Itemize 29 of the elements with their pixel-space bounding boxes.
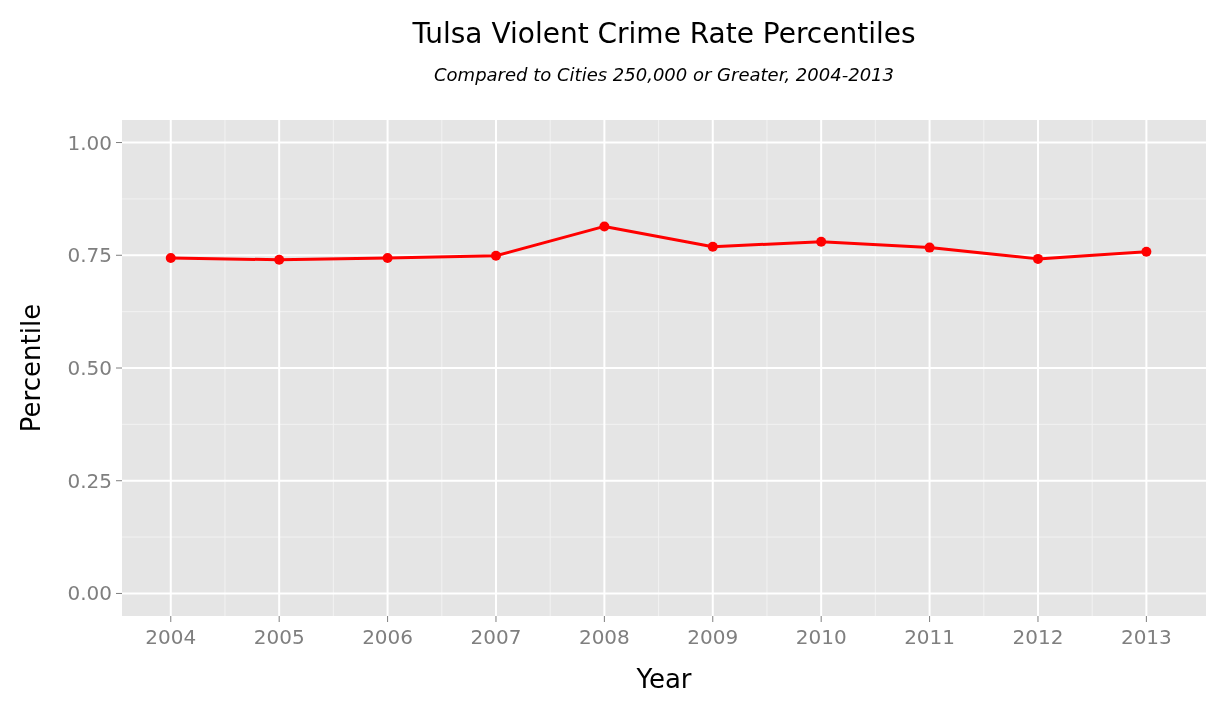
y-tick-label: 0.50 xyxy=(67,356,112,380)
y-tick-label: 0.00 xyxy=(67,581,112,606)
chart-title: Tulsa Violent Crime Rate Percentiles xyxy=(411,17,916,50)
point xyxy=(599,221,610,232)
chart-subtitle: Compared to Cities 250,000 or Greater, 2004-2013 xyxy=(434,64,894,85)
x-tick-label: 2010 xyxy=(795,625,847,649)
point xyxy=(382,252,393,263)
point xyxy=(816,236,827,247)
y-tick-label: 0.25 xyxy=(67,468,112,493)
x-tick-label: 2013 xyxy=(1120,625,1172,649)
x-tick-label: 2007 xyxy=(470,625,522,649)
x-tick-label: 2011 xyxy=(904,625,956,649)
x-axis-title: Year xyxy=(635,664,692,694)
point xyxy=(274,254,285,265)
x-tick-label: 2009 xyxy=(687,625,739,649)
point xyxy=(924,242,935,253)
point xyxy=(165,252,176,263)
x-tick-label: 2012 xyxy=(1012,625,1064,649)
point xyxy=(1032,253,1043,264)
y-tick-label: 1.00 xyxy=(67,130,112,155)
point xyxy=(490,250,501,261)
x-tick-label: 2004 xyxy=(145,625,197,649)
x-tick-label: 2008 xyxy=(578,625,630,649)
y-axis-title: Percentile xyxy=(16,303,46,433)
point xyxy=(1141,246,1152,257)
point xyxy=(707,241,718,252)
x-tick-label: 2005 xyxy=(253,625,305,649)
y-tick-label: 0.75 xyxy=(67,243,112,268)
x-tick-label: 2006 xyxy=(362,625,414,649)
